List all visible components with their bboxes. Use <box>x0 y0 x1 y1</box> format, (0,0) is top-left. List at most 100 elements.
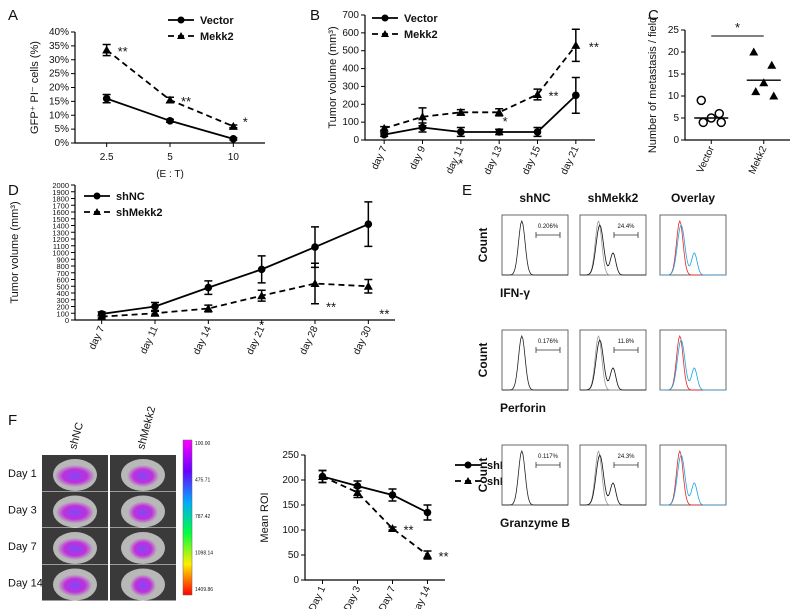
marker <box>571 40 581 49</box>
histogram <box>580 454 646 506</box>
y-tick-label: 600 <box>342 28 359 39</box>
y-tick-label: 1400 <box>52 222 69 231</box>
histogram-box <box>501 329 569 391</box>
histogram-box <box>659 214 727 276</box>
y-tick-label: 10 <box>668 91 680 102</box>
y-tick-label: 700 <box>56 269 69 278</box>
x-tick-label: day 15 <box>521 144 544 176</box>
marker <box>363 281 373 290</box>
marker <box>311 243 319 251</box>
marker <box>318 472 327 480</box>
x-tick-label: 2.5 <box>100 152 114 163</box>
annotation: * <box>259 318 264 333</box>
marker <box>418 112 427 121</box>
legend-label: shMekk2 <box>116 207 162 219</box>
histogram <box>502 449 568 506</box>
annotation: ** <box>181 94 191 109</box>
y-tick-label: 1500 <box>52 215 69 224</box>
x-tick-label: day 9 <box>408 144 428 171</box>
marker <box>97 312 107 321</box>
y-tick-label: 400 <box>56 289 69 298</box>
histogram <box>580 224 646 276</box>
annotation: * <box>735 20 740 35</box>
histogram-box <box>659 329 727 391</box>
count-label: Count <box>476 343 490 378</box>
y-tick-label: 500 <box>342 46 359 57</box>
legend-label: Mekk2 <box>200 31 234 43</box>
x-tick-label: 10 <box>228 152 240 163</box>
y-axis-label: GFP⁺ PI⁻ cells (%) <box>29 41 41 134</box>
y-tick-label: 100 <box>56 309 69 318</box>
marker <box>749 47 759 56</box>
marker <box>696 95 706 106</box>
gate-percent: 24.3% <box>617 454 635 460</box>
marker <box>257 291 267 300</box>
x-tick-label: day 13 <box>482 144 505 176</box>
marker <box>533 128 542 136</box>
colorbar-label: 787.42 <box>195 514 211 520</box>
histogram-box <box>579 329 647 391</box>
y-tick-label: 5% <box>55 124 70 135</box>
series-line <box>383 44 577 130</box>
histogram-box <box>659 444 727 506</box>
marker <box>714 108 724 119</box>
series-line <box>101 282 369 318</box>
y-tick-label: 25% <box>49 69 69 80</box>
y-tick-label: 0% <box>55 138 70 149</box>
image-column-label: shMekk2 <box>135 405 158 451</box>
marker <box>456 107 466 116</box>
legend-marker <box>464 461 472 469</box>
y-tick-label: 0 <box>65 316 69 325</box>
legend-marker <box>381 14 389 22</box>
annotation: ** <box>589 39 599 54</box>
marker <box>310 279 320 288</box>
annotation: ** <box>379 306 389 321</box>
histogram-box <box>579 214 647 276</box>
marker <box>769 91 779 100</box>
legend-marker <box>381 30 389 37</box>
row-label: Granzyme B <box>500 516 570 530</box>
y-axis-label: Tumor volume (mm³) <box>327 26 339 128</box>
day-label: Day 3 <box>8 505 37 517</box>
marker <box>102 94 111 103</box>
y-tick-label: 900 <box>56 255 69 264</box>
y-tick-label: 700 <box>342 10 359 21</box>
histogram-box <box>501 214 569 276</box>
y-tick-label: 600 <box>56 276 69 285</box>
signal <box>57 538 93 560</box>
colorbar <box>182 439 193 596</box>
row-label: Perforin <box>500 401 546 415</box>
y-tick-label: 500 <box>56 282 69 291</box>
x-tick-label: day 7 <box>87 324 107 351</box>
gate-percent: 0.117% <box>538 454 559 460</box>
panel-label: F <box>8 412 17 429</box>
marker <box>151 302 159 311</box>
x-tick-label: Day 7 <box>377 584 398 609</box>
y-tick-label: 1800 <box>52 195 69 204</box>
marker <box>388 491 397 499</box>
x-tick-label: day 30 <box>351 324 374 356</box>
y-tick-label: 100 <box>282 525 299 536</box>
count-label: Count <box>476 458 490 493</box>
marker <box>494 107 504 116</box>
annotation: * <box>503 114 508 129</box>
marker <box>257 265 266 274</box>
x-tick-label: Mekk2 <box>747 144 770 176</box>
y-tick-label: 800 <box>56 262 69 271</box>
column-header: shMekk2 <box>588 191 639 205</box>
signal <box>55 465 95 487</box>
count-label: Count <box>476 228 490 263</box>
day-label: Day 1 <box>8 468 37 480</box>
x-tick-label: day 21 <box>559 144 582 176</box>
y-tick-label: 15 <box>668 69 680 80</box>
signal <box>128 501 158 524</box>
marker <box>495 128 503 136</box>
y-tick-label: 0 <box>353 135 359 146</box>
gate <box>613 232 639 238</box>
marker <box>102 45 112 54</box>
legend-marker <box>177 32 185 39</box>
histogram <box>660 224 726 276</box>
annotation: * <box>458 156 463 171</box>
x-tick-label: 5 <box>167 152 173 163</box>
